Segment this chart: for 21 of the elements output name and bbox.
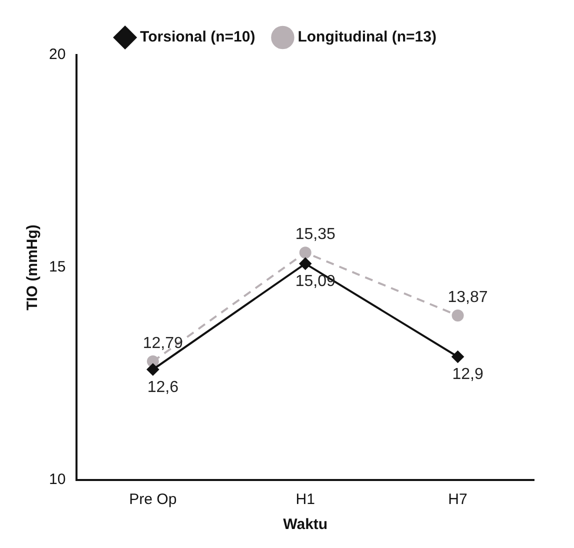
legend-label: Longitudinal (n=13) [298,28,436,46]
y-axis-title: TIO (mmHg) [24,224,42,310]
x-axis-title: Waktu [283,516,328,534]
point [146,364,159,376]
data-label: 12,79 [142,334,184,352]
point [452,310,464,322]
y-tick-label: 15 [48,258,66,276]
x-tick-label: H1 [296,491,315,508]
x-tick-label: H7 [448,491,468,508]
data-label: 12,9 [452,366,484,384]
point [452,350,464,363]
x-tick-label: Pre Op [129,491,177,508]
y-tick-label: 10 [48,471,66,488]
point [299,258,312,270]
data-label: 13,87 [448,288,488,306]
legend-label: Torsional (n=10) [140,28,256,46]
y-tick-label: 20 [48,46,66,64]
data-label: 15,09 [295,273,336,290]
data-label: 12,6 [147,378,179,396]
point [299,246,312,259]
data-label: 15,35 [295,226,336,244]
